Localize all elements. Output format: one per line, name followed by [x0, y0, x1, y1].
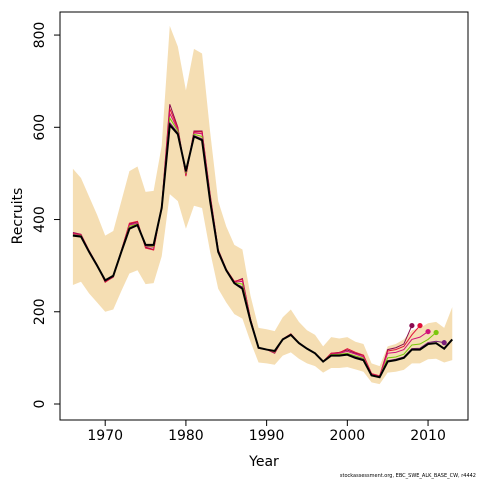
y-tick-label: 0 [32, 400, 48, 409]
end-point [409, 322, 415, 329]
confidence-band [72, 25, 453, 385]
x-tick-label: 1990 [249, 428, 285, 444]
end-point [417, 322, 423, 329]
y-tick-label: 400 [32, 206, 48, 233]
footnote: stockassessment.org, EBC_SWE_ALK_BASE_CW… [340, 473, 476, 479]
x-tick-label: 2010 [410, 428, 446, 444]
x-tick-label: 1980 [168, 428, 204, 444]
y-axis-label: Recruits [10, 188, 26, 245]
end-point [433, 329, 439, 336]
x-tick-label: 1970 [87, 428, 123, 444]
y-tick-label: 200 [32, 298, 48, 325]
end-point [441, 340, 447, 346]
end-point [425, 328, 431, 335]
y-tick-label: 800 [32, 22, 48, 49]
series-line [72, 122, 454, 379]
x-tick-label: 2000 [330, 428, 366, 444]
x-axis-label: Year [248, 454, 279, 470]
y-tick-label: 600 [32, 114, 48, 141]
plot-frame [59, 11, 469, 421]
